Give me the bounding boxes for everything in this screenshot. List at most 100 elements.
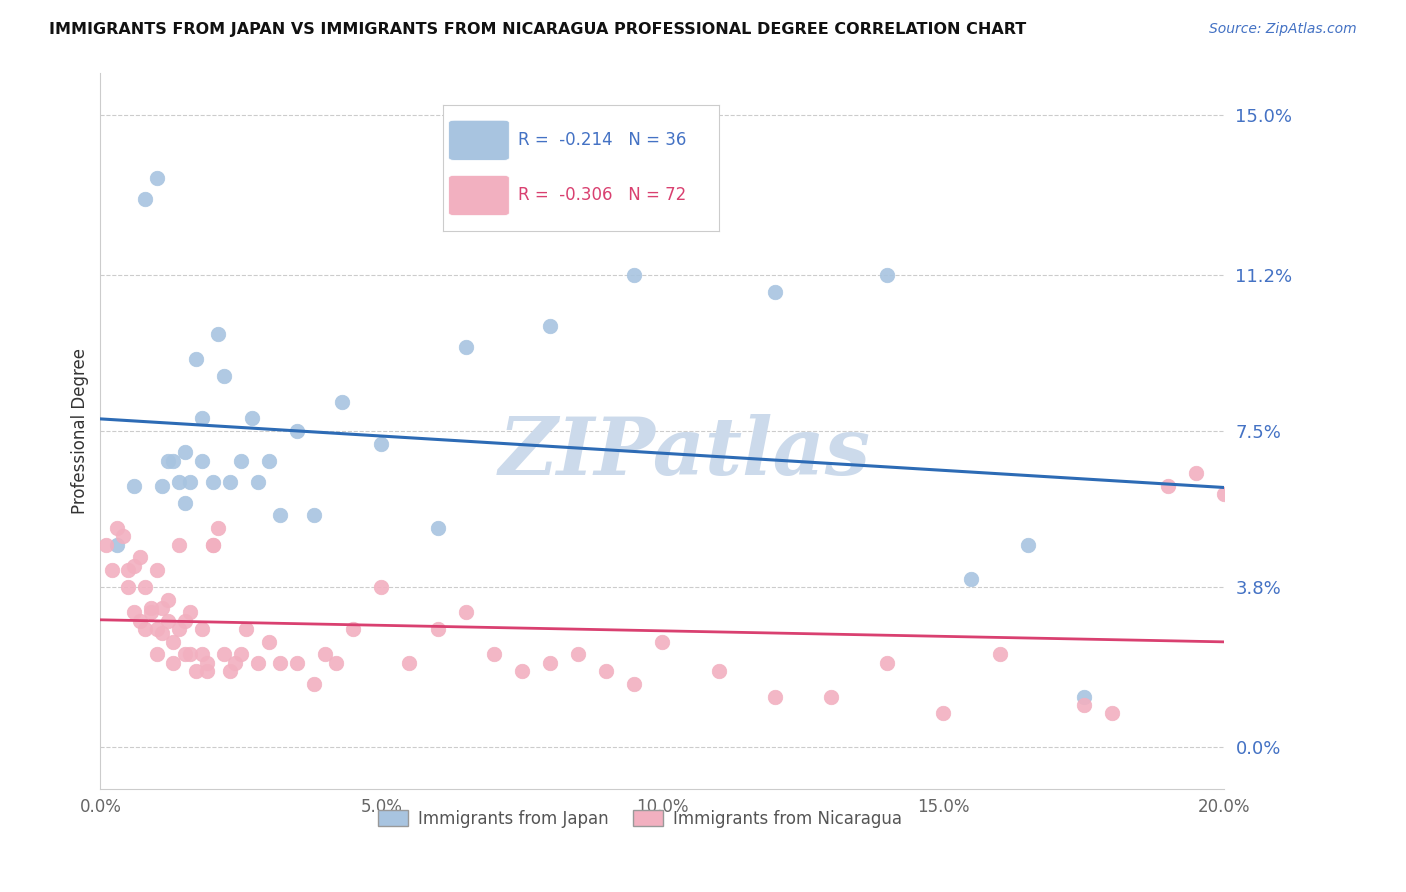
Point: [302, 677, 325, 691]
Point: [139, 601, 162, 615]
Point: [302, 508, 325, 523]
Point: [134, 193, 156, 207]
Point: [932, 706, 955, 721]
Point: [150, 626, 173, 640]
Point: [190, 453, 212, 467]
Point: [201, 538, 224, 552]
Point: [184, 352, 207, 367]
Point: [134, 622, 156, 636]
Point: [285, 424, 308, 438]
Point: [173, 445, 195, 459]
Point: [134, 580, 156, 594]
Point: [538, 318, 561, 333]
Point: [1213, 487, 1236, 501]
Point: [145, 171, 167, 186]
Point: [122, 558, 145, 573]
Text: IMMIGRANTS FROM JAPAN VS IMMIGRANTS FROM NICARAGUA PROFESSIONAL DEGREE CORRELATI: IMMIGRANTS FROM JAPAN VS IMMIGRANTS FROM…: [49, 22, 1026, 37]
Point: [179, 475, 201, 489]
Point: [240, 411, 263, 425]
Point: [167, 538, 190, 552]
Point: [370, 580, 392, 594]
Point: [207, 521, 229, 535]
Point: [325, 656, 347, 670]
Point: [100, 563, 122, 577]
Point: [876, 656, 898, 670]
Point: [190, 411, 212, 425]
Point: [150, 601, 173, 615]
Point: [763, 285, 786, 299]
Point: [128, 614, 150, 628]
Point: [538, 656, 561, 670]
Point: [1073, 698, 1095, 712]
Y-axis label: Professional Degree: Professional Degree: [72, 348, 89, 514]
Point: [482, 648, 505, 662]
Point: [212, 648, 235, 662]
Point: [201, 538, 224, 552]
Point: [156, 453, 179, 467]
Point: [398, 656, 420, 670]
Point: [623, 268, 645, 283]
Point: [342, 622, 364, 636]
Point: [94, 538, 117, 552]
Point: [173, 614, 195, 628]
Point: [179, 605, 201, 619]
Point: [285, 656, 308, 670]
Point: [651, 634, 673, 648]
Point: [190, 622, 212, 636]
Point: [623, 677, 645, 691]
Point: [314, 648, 336, 662]
Point: [763, 690, 786, 704]
Point: [184, 665, 207, 679]
Point: [195, 656, 218, 670]
Point: [128, 550, 150, 565]
Point: [156, 592, 179, 607]
Point: [876, 268, 898, 283]
Point: [707, 665, 730, 679]
Text: ZIPatlas: ZIPatlas: [499, 414, 870, 491]
Point: [988, 648, 1011, 662]
Point: [117, 580, 139, 594]
Point: [257, 453, 280, 467]
Point: [595, 665, 617, 679]
Point: [207, 327, 229, 342]
Point: [162, 634, 184, 648]
Point: [330, 394, 353, 409]
Point: [426, 622, 449, 636]
Point: [145, 622, 167, 636]
Legend: Immigrants from Japan, Immigrants from Nicaragua: Immigrants from Japan, Immigrants from N…: [371, 804, 908, 835]
Point: [1101, 706, 1123, 721]
Point: [195, 665, 218, 679]
Point: [454, 605, 477, 619]
Point: [246, 656, 269, 670]
Point: [173, 648, 195, 662]
Point: [1157, 479, 1180, 493]
Point: [179, 648, 201, 662]
Point: [257, 634, 280, 648]
Point: [224, 656, 246, 670]
Point: [235, 622, 257, 636]
Point: [218, 475, 240, 489]
Point: [105, 521, 128, 535]
Point: [246, 475, 269, 489]
Point: [370, 436, 392, 450]
Point: [162, 453, 184, 467]
Point: [190, 648, 212, 662]
Point: [1185, 467, 1208, 481]
Point: [111, 529, 134, 543]
Point: [229, 648, 252, 662]
Point: [122, 605, 145, 619]
Point: [426, 521, 449, 535]
Point: [117, 563, 139, 577]
Text: Source: ZipAtlas.com: Source: ZipAtlas.com: [1209, 22, 1357, 37]
Point: [145, 648, 167, 662]
Point: [960, 572, 983, 586]
Point: [218, 665, 240, 679]
Point: [122, 479, 145, 493]
Point: [820, 690, 842, 704]
Point: [145, 563, 167, 577]
Point: [1017, 538, 1039, 552]
Point: [201, 475, 224, 489]
Point: [173, 496, 195, 510]
Point: [269, 508, 291, 523]
Point: [1073, 690, 1095, 704]
